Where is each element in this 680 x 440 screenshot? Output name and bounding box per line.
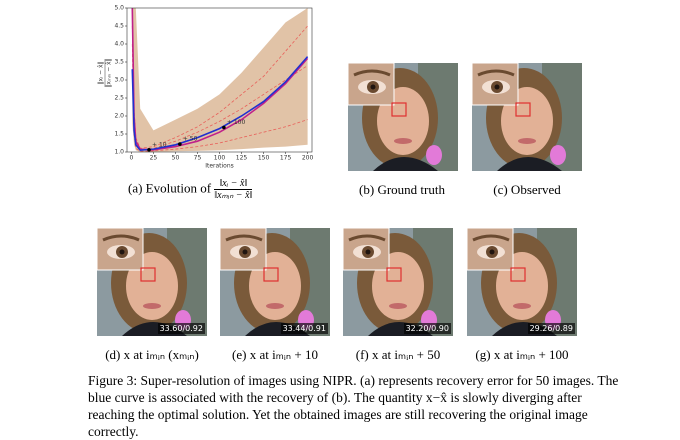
x-tick-label: 200 (302, 155, 314, 162)
panel-caption: (c) Observed (493, 182, 561, 197)
panel-image (348, 63, 458, 171)
x-tick-label: 175 (280, 155, 292, 162)
annotation-label: + 100 (227, 119, 246, 126)
annotation-point (222, 125, 226, 130)
y-tick-label: 3.5 (114, 59, 124, 66)
denominator: ‖xₘᵢₙ − x̂‖ (214, 190, 253, 201)
panel-caption: (g) x at iₘᵢₙ + 100 (475, 347, 569, 362)
numerator: ‖xᵢ − x̂‖ (214, 178, 253, 190)
panel-caption: (e) x at iₘᵢₙ + 10 (232, 347, 318, 362)
photo (97, 228, 207, 336)
fraction: ‖xᵢ − x̂‖ ‖xₘᵢₙ − x̂‖ (214, 178, 253, 201)
panel-image: 33.44/0.91 (220, 228, 330, 336)
band-area (132, 8, 308, 152)
x-tick-label: 25 (150, 155, 158, 162)
panel-image: 32.20/0.90 (343, 228, 453, 336)
series-line (131, 56, 309, 152)
y-tick-label: 4.0 (114, 41, 124, 48)
y-tick-label: 1.0 (114, 149, 124, 156)
photo (343, 228, 453, 336)
y-axis-label: ‖xᵢ − x̂‖ ‖xₘᵢₙ − x̂‖ (98, 58, 113, 87)
photo (472, 63, 582, 171)
annotation-label: + 50 (183, 136, 198, 143)
panel-caption: (b) Ground truth (359, 182, 445, 197)
plot (131, 8, 309, 152)
annotation-point (178, 142, 182, 146)
caption-a: (a) Evolution of ‖xᵢ − x̂‖ ‖xₘᵢₙ − x̂‖ (128, 178, 253, 201)
metric-badge: 29.26/0.89 (527, 323, 575, 334)
annotation-label: + 10 (152, 141, 167, 148)
x-axis-label: Iterations (205, 163, 234, 170)
y-tick-label: 3.0 (114, 77, 124, 84)
photo (348, 63, 458, 171)
y-tick-label: 1.5 (114, 131, 124, 138)
caption-text: (a) Evolution of (128, 180, 212, 196)
panel-image: 33.60/0.92 (97, 228, 207, 336)
panel-image (472, 63, 582, 171)
y-tick-label: 2.0 (114, 113, 124, 120)
panel-caption: (d) x at iₘᵢₙ (xₘᵢₙ) (105, 347, 199, 362)
photo (467, 228, 577, 336)
panel-caption: (f) x at iₘᵢₙ + 50 (355, 347, 441, 362)
y-tick-label: 5.0 (114, 5, 124, 12)
x-tick-label: 150 (258, 155, 270, 162)
metric-badge: 33.60/0.92 (157, 323, 205, 334)
x-tick-label: 100 (214, 155, 226, 162)
y-label-denominator: ‖xₘᵢₙ − x̂‖ (106, 58, 113, 87)
y-tick-label: 4.5 (114, 23, 124, 30)
x-tick-label: 0 (129, 155, 133, 162)
metric-badge: 32.20/0.90 (403, 323, 451, 334)
annotation-point (147, 148, 151, 152)
x-tick-label: 125 (236, 155, 248, 162)
chart: 1.0 1.5 2.0 2.5 3.0 3.5 4.0 4.5 5.0 0 25 50 75 100 125… (98, 5, 314, 170)
page: 1.0 1.5 2.0 2.5 3.0 3.5 4.0 4.5 5.0 0 25 50 75 100 125… (88, 4, 619, 439)
metric-badge: 33.44/0.91 (280, 323, 328, 334)
photo (220, 228, 330, 336)
figure-caption: Figure 3: Super-resolution of images usi… (88, 373, 619, 439)
y-tick-label: 2.5 (114, 95, 124, 102)
x-tick-label: 50 (172, 155, 180, 162)
series-line (131, 8, 308, 149)
y-label-numerator: ‖xᵢ − x̂‖ (98, 61, 105, 84)
panel-image: 29.26/0.89 (467, 228, 577, 336)
x-tick-label: 75 (194, 155, 202, 162)
series-line (131, 43, 308, 152)
